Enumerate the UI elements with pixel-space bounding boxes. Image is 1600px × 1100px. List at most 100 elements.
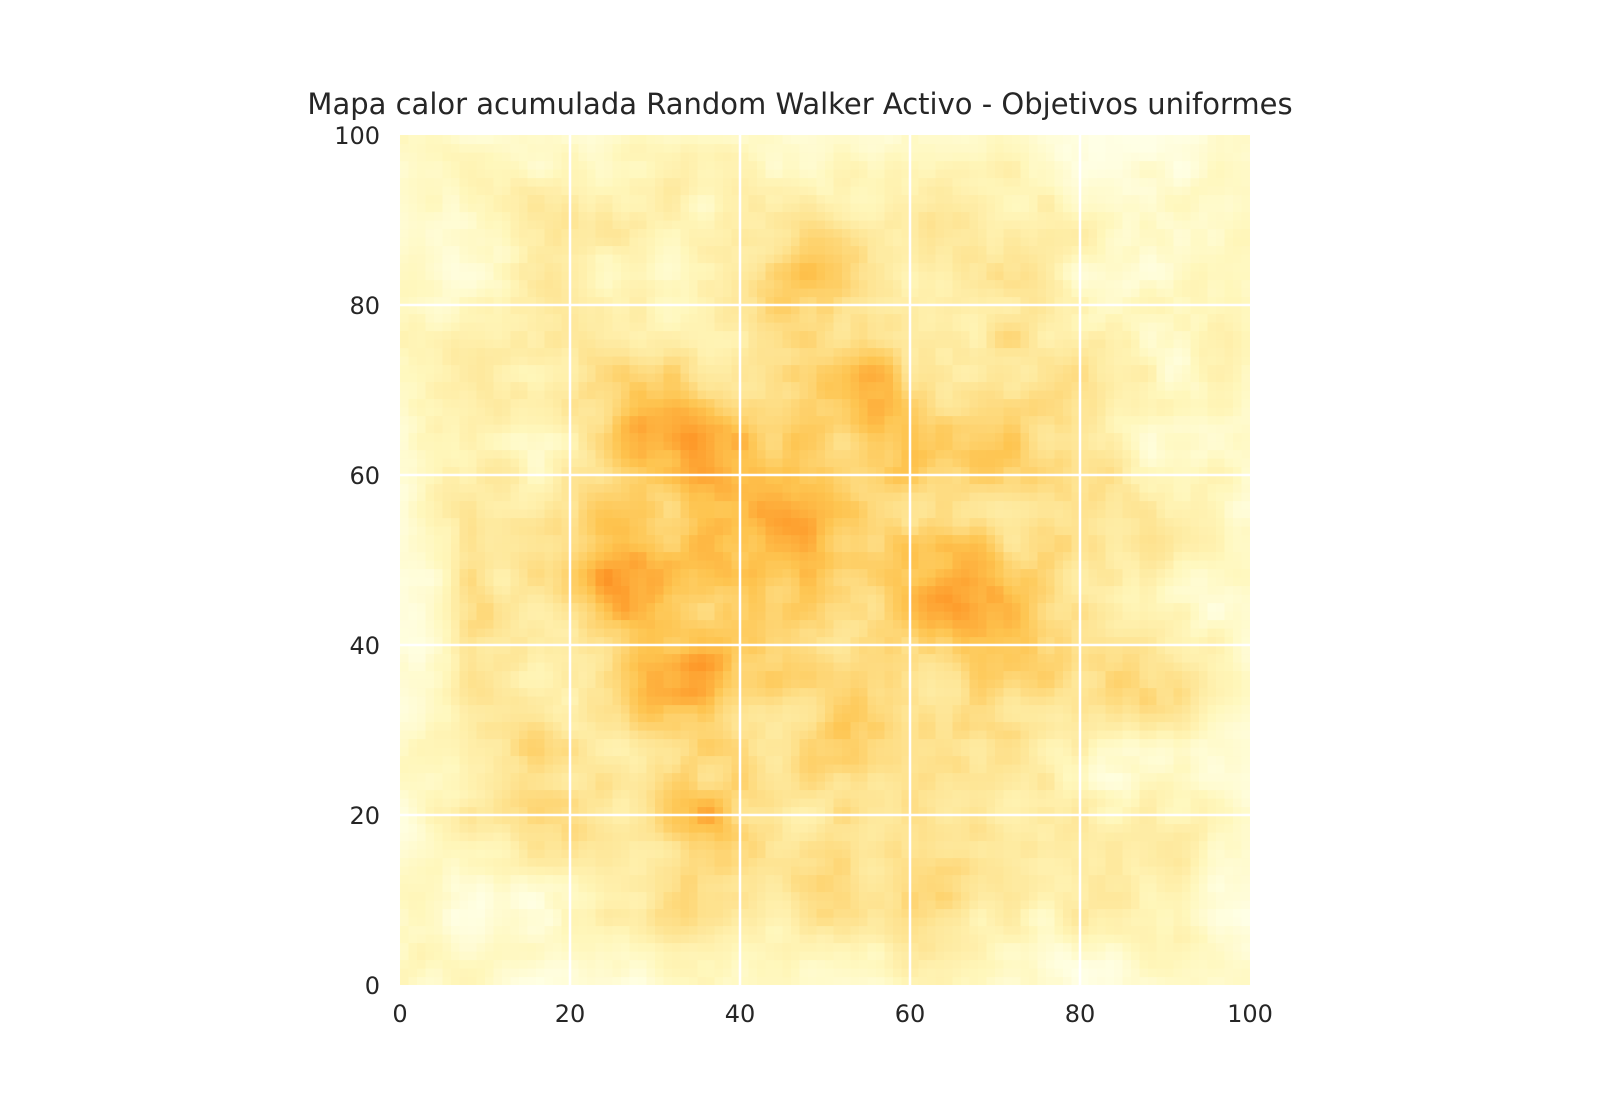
- heatmap-cell: [570, 381, 580, 391]
- heatmap-cell: [459, 288, 469, 298]
- heatmap-cell: [604, 551, 614, 561]
- heatmap-cell: [468, 662, 478, 672]
- heatmap-cell: [553, 789, 563, 799]
- heatmap-cell: [476, 772, 486, 782]
- heatmap-cell: [553, 330, 563, 340]
- heatmap-cell: [459, 534, 469, 544]
- heatmap-cell: [791, 424, 801, 434]
- heatmap-cell: [459, 823, 469, 833]
- heatmap-cell: [442, 738, 452, 748]
- heatmap-cell: [417, 704, 427, 714]
- heatmap-cell: [400, 577, 410, 587]
- heatmap-cell: [816, 738, 826, 748]
- heatmap-cell: [578, 177, 588, 187]
- heatmap-cell: [536, 500, 546, 510]
- heatmap-cell: [740, 475, 750, 485]
- heatmap-cell: [621, 228, 631, 238]
- heatmap-cell: [646, 670, 656, 680]
- heatmap-cell: [774, 211, 784, 221]
- heatmap-cell: [646, 322, 656, 332]
- heatmap-cell: [527, 534, 537, 544]
- heatmap-cell: [757, 747, 767, 757]
- heatmap-cell: [519, 874, 529, 884]
- heatmap-cell: [553, 313, 563, 323]
- heatmap-cell: [816, 347, 826, 357]
- heatmap-cell: [417, 475, 427, 485]
- heatmap-cell: [748, 509, 758, 519]
- heatmap-cell: [434, 135, 444, 145]
- heatmap-cell: [587, 398, 597, 408]
- heatmap-cell: [527, 313, 537, 323]
- heatmap-cell: [587, 449, 597, 459]
- heatmap-cell: [731, 135, 741, 145]
- heatmap-cell: [493, 449, 503, 459]
- heatmap-cell: [791, 330, 801, 340]
- heatmap-cell: [527, 143, 537, 153]
- heatmap-cell: [791, 764, 801, 774]
- heatmap-cell: [808, 849, 818, 859]
- heatmap-cell: [655, 228, 665, 238]
- heatmap-cell: [816, 577, 826, 587]
- heatmap-cell: [689, 177, 699, 187]
- heatmap-cell: [706, 475, 716, 485]
- heatmap-cell: [808, 492, 818, 502]
- heatmap-cell: [561, 381, 571, 391]
- heatmap-cell: [442, 679, 452, 689]
- heatmap-cell: [544, 543, 554, 553]
- heatmap-cell: [595, 628, 605, 638]
- heatmap-cell: [646, 186, 656, 196]
- heatmap-cell: [536, 424, 546, 434]
- heatmap-cell: [723, 560, 733, 570]
- heatmap-cell: [714, 874, 724, 884]
- heatmap-cell: [502, 942, 512, 952]
- heatmap-cell: [680, 339, 690, 349]
- heatmap-cell: [799, 704, 809, 714]
- heatmap-cell: [578, 143, 588, 153]
- heatmap-cell: [510, 339, 520, 349]
- heatmap-cell: [723, 781, 733, 791]
- heatmap-cell: [544, 415, 554, 425]
- heatmap-cell: [799, 551, 809, 561]
- heatmap-cell: [621, 135, 631, 145]
- heatmap-cell: [510, 602, 520, 612]
- heatmap-cell: [799, 237, 809, 247]
- heatmap-cell: [519, 347, 529, 357]
- heatmap-cell: [468, 534, 478, 544]
- heatmap-cell: [408, 781, 418, 791]
- heatmap-cell: [417, 721, 427, 731]
- heatmap-cell: [697, 679, 707, 689]
- heatmap-cell: [434, 364, 444, 374]
- heatmap-cell: [570, 330, 580, 340]
- heatmap-cell: [434, 849, 444, 859]
- heatmap-cell: [714, 823, 724, 833]
- heatmap-cell: [799, 194, 809, 204]
- heatmap-cell: [451, 449, 461, 459]
- heatmap-cell: [434, 577, 444, 587]
- heatmap-cell: [502, 619, 512, 629]
- heatmap-cell: [400, 721, 410, 731]
- heatmap-cell: [519, 160, 529, 170]
- heatmap-cell: [502, 772, 512, 782]
- heatmap-cell: [774, 594, 784, 604]
- heatmap-cell: [595, 823, 605, 833]
- heatmap-cell: [765, 568, 775, 578]
- heatmap-cell: [740, 602, 750, 612]
- heatmap-cell: [714, 177, 724, 187]
- heatmap-cell: [510, 475, 520, 485]
- heatmap-cell: [740, 424, 750, 434]
- heatmap-cell: [740, 619, 750, 629]
- heatmap-cell: [638, 271, 648, 281]
- heatmap-cell: [587, 891, 597, 901]
- heatmap-cell: [799, 228, 809, 238]
- heatmap-cell: [689, 704, 699, 714]
- heatmap-cell: [706, 789, 716, 799]
- heatmap-cell: [731, 789, 741, 799]
- heatmap-cell: [612, 228, 622, 238]
- heatmap-cell: [816, 653, 826, 663]
- heatmap-cell: [663, 577, 673, 587]
- heatmap-cell: [400, 228, 410, 238]
- heatmap-cell: [672, 696, 682, 706]
- heatmap-cell: [434, 789, 444, 799]
- heatmap-cell: [570, 347, 580, 357]
- heatmap-cell: [493, 951, 503, 961]
